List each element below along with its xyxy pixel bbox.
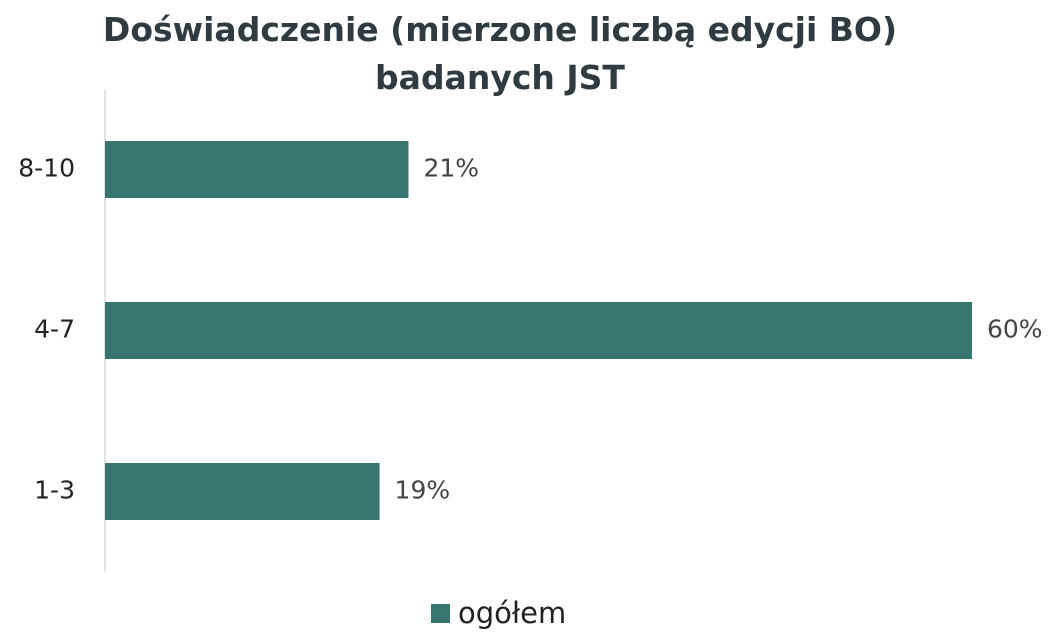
data-label: 19% bbox=[395, 476, 451, 505]
bar bbox=[105, 463, 380, 520]
bar bbox=[105, 141, 409, 198]
legend-swatch bbox=[431, 604, 450, 623]
data-label: 60% bbox=[987, 315, 1043, 344]
y-tick-label: 8-10 bbox=[18, 154, 75, 183]
y-tick-label: 4-7 bbox=[34, 315, 75, 344]
bar bbox=[105, 302, 972, 359]
chart-title: Doświadczenie (mierzone liczbą edycji BO… bbox=[102, 10, 898, 97]
legend-label: ogółem bbox=[458, 596, 566, 630]
y-tick-label: 1-3 bbox=[34, 476, 75, 505]
data-label: 21% bbox=[423, 154, 479, 183]
